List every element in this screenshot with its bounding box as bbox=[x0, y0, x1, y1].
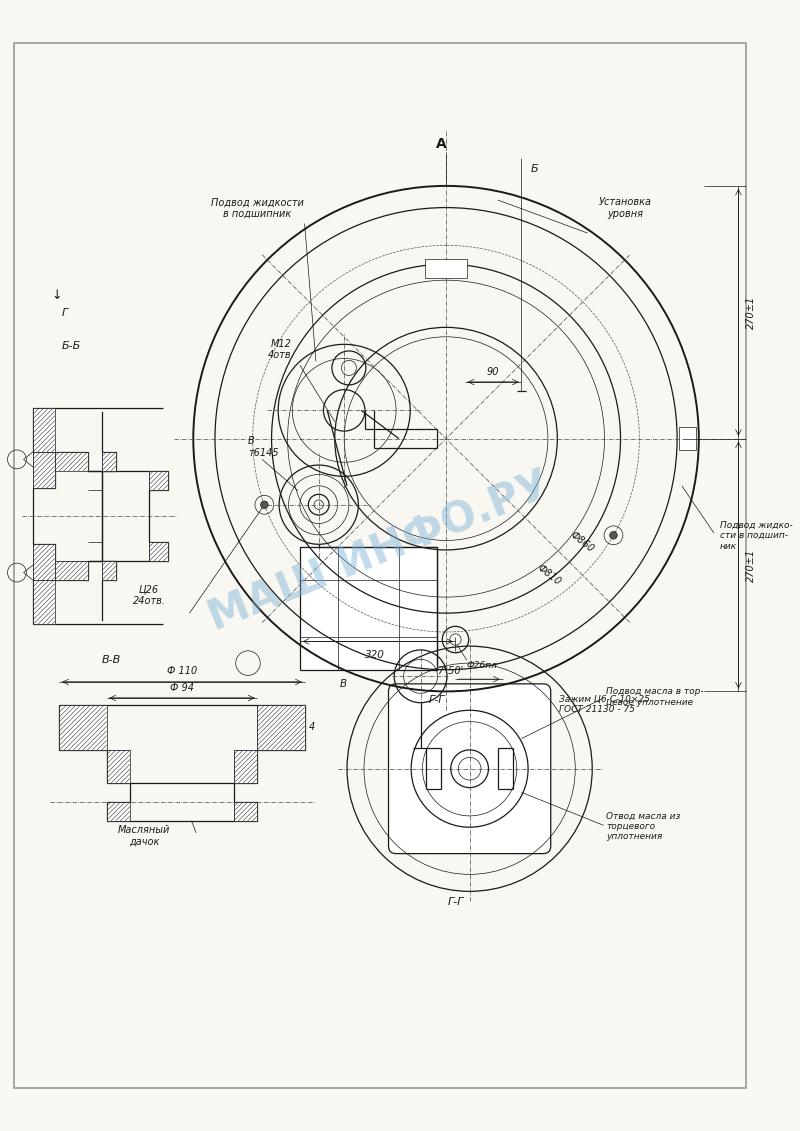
Text: Б: Б bbox=[531, 164, 538, 174]
Polygon shape bbox=[33, 452, 54, 487]
Text: Г-Г: Г-Г bbox=[447, 898, 464, 907]
Text: А: А bbox=[436, 137, 446, 152]
Text: Подвод жидкости
в подшипник: Подвод жидкости в подшипник bbox=[211, 198, 304, 219]
Text: Отвод масла из
торцевого
уплотнения: Отвод масла из торцевого уплотнения bbox=[606, 812, 681, 841]
Circle shape bbox=[261, 501, 268, 509]
Polygon shape bbox=[33, 407, 54, 452]
Text: Ц26
24отв.: Ц26 24отв. bbox=[133, 584, 166, 606]
Polygon shape bbox=[106, 750, 130, 783]
Text: Ф26пл: Ф26пл bbox=[466, 661, 498, 670]
Polygon shape bbox=[33, 544, 54, 580]
Polygon shape bbox=[258, 705, 305, 750]
Text: Б-Б: Б-Б bbox=[62, 342, 81, 351]
Polygon shape bbox=[54, 561, 88, 580]
Text: 4: 4 bbox=[310, 723, 315, 732]
Text: Подвод жидко-
сти в подшип-
ник: Подвод жидко- сти в подшип- ник bbox=[719, 520, 792, 551]
Polygon shape bbox=[149, 543, 168, 561]
Polygon shape bbox=[106, 802, 130, 821]
Polygon shape bbox=[33, 407, 54, 452]
FancyBboxPatch shape bbox=[389, 684, 550, 854]
Polygon shape bbox=[54, 561, 88, 580]
Text: Ф810: Ф810 bbox=[536, 562, 563, 587]
Polygon shape bbox=[33, 580, 54, 624]
Bar bbox=[679, 428, 696, 450]
Text: Масляный
дачок: Масляный дачок bbox=[118, 824, 170, 846]
Polygon shape bbox=[59, 705, 106, 750]
Polygon shape bbox=[102, 452, 116, 470]
Polygon shape bbox=[33, 580, 54, 624]
Polygon shape bbox=[102, 561, 116, 580]
Text: Г: Г bbox=[62, 308, 67, 318]
Polygon shape bbox=[33, 452, 54, 487]
Polygon shape bbox=[106, 750, 130, 783]
Text: ↓: ↓ bbox=[52, 290, 62, 302]
Text: В: В bbox=[339, 679, 346, 689]
Text: 270±1: 270±1 bbox=[746, 549, 756, 581]
Text: 320: 320 bbox=[366, 650, 386, 661]
Text: 90: 90 bbox=[487, 366, 499, 377]
Text: Ф 110: Ф 110 bbox=[167, 666, 197, 676]
Polygon shape bbox=[234, 750, 258, 783]
Polygon shape bbox=[149, 470, 168, 490]
Text: В
т6145: В т6145 bbox=[248, 437, 278, 458]
Polygon shape bbox=[106, 802, 130, 821]
Text: 7°50': 7°50' bbox=[437, 666, 463, 676]
Polygon shape bbox=[234, 802, 258, 821]
Polygon shape bbox=[102, 452, 116, 470]
Text: Зажим Ц6-С-10×25
ГОСТ 21130 - 75: Зажим Ц6-С-10×25 ГОСТ 21130 - 75 bbox=[559, 694, 650, 714]
Bar bbox=[59, 722, 78, 745]
Text: В-В: В-В bbox=[102, 655, 121, 665]
Polygon shape bbox=[33, 544, 54, 580]
Polygon shape bbox=[54, 452, 88, 470]
Polygon shape bbox=[234, 802, 258, 821]
Text: Подвод масла в тор-
цевое уплотнение: Подвод масла в тор- цевое уплотнение bbox=[606, 688, 704, 707]
Text: 270±1: 270±1 bbox=[746, 295, 756, 329]
Polygon shape bbox=[59, 705, 106, 750]
Circle shape bbox=[610, 532, 618, 539]
Text: МАШ ИНФО.РУ: МАШ ИНФО.РУ bbox=[203, 464, 558, 640]
Text: Ф860: Ф860 bbox=[569, 529, 596, 554]
Text: Г-Г: Г-Г bbox=[428, 694, 445, 705]
Text: Установка
уровня: Установка уровня bbox=[598, 198, 652, 219]
Polygon shape bbox=[149, 543, 168, 561]
Polygon shape bbox=[102, 561, 116, 580]
Bar bbox=[426, 259, 466, 278]
Text: Ф 94: Ф 94 bbox=[170, 683, 194, 693]
Polygon shape bbox=[234, 750, 258, 783]
Polygon shape bbox=[149, 470, 168, 490]
Bar bbox=[300, 547, 437, 670]
Polygon shape bbox=[258, 705, 305, 750]
Polygon shape bbox=[54, 452, 88, 470]
Text: М12
4отв.: М12 4отв. bbox=[268, 339, 294, 361]
